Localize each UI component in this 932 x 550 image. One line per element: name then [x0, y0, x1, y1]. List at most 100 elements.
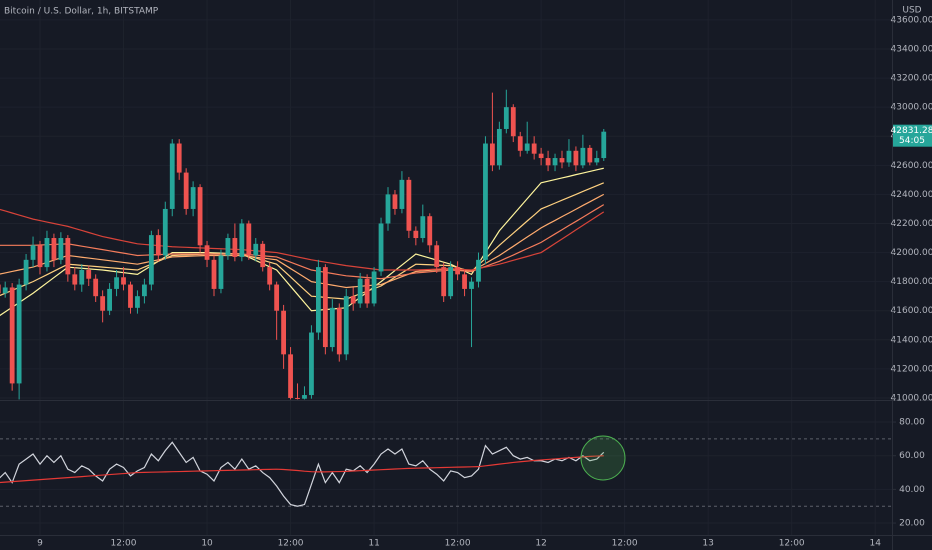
- y-tick-label: 43200.00: [891, 74, 932, 84]
- x-tick-label: 9: [37, 539, 43, 549]
- candle-body: [357, 278, 363, 304]
- candle-body: [490, 143, 495, 166]
- candle-body: [566, 150, 572, 163]
- candle-body: [121, 277, 126, 285]
- indicator-line: [0, 167, 604, 317]
- candle-body: [406, 179, 412, 231]
- candle-body: [399, 179, 405, 209]
- x-tick-label: 12:00: [445, 539, 471, 549]
- candle-body: [204, 245, 210, 260]
- x-tick-label: 12: [535, 539, 546, 549]
- candle-body: [531, 143, 537, 154]
- candle-body: [496, 128, 502, 166]
- candle-body: [93, 278, 99, 297]
- candle-body: [197, 187, 203, 246]
- y-tick-label: 43000.00: [891, 103, 932, 113]
- candle-body: [364, 278, 370, 304]
- x-tick-label: 11: [368, 539, 379, 549]
- candle-body: [30, 245, 36, 260]
- candle-body: [483, 143, 488, 260]
- x-tick-label: 14: [869, 539, 881, 549]
- candle-body: [79, 270, 85, 285]
- candle-body: [322, 267, 328, 348]
- candle-body: [183, 172, 189, 209]
- candle-body: [274, 284, 280, 311]
- candle-body: [169, 143, 175, 209]
- indicator-line: [0, 182, 604, 300]
- candle-body: [23, 259, 29, 285]
- indicator-line: [0, 204, 605, 280]
- candle-body: [176, 143, 182, 173]
- grid: [0, 0, 892, 535]
- candle-body: [371, 271, 377, 304]
- candle-body: [225, 238, 231, 256]
- candle-body: [135, 296, 140, 308]
- y-tick-label: 42400.00: [891, 190, 932, 200]
- price-unit: USD: [902, 6, 921, 16]
- y-tick-label: 40.00: [899, 485, 925, 495]
- candle-body: [107, 288, 112, 311]
- candle-body: [211, 259, 217, 289]
- candle-body: [378, 223, 384, 272]
- indicator-line: [0, 441, 605, 507]
- candle-body: [232, 238, 238, 257]
- x-tick-label: 13: [702, 539, 713, 549]
- axes: 9 12:00 10 12:00 11 12:00 12 12:00 13 12:00 14 4100…: [37, 15, 932, 549]
- candle-body: [44, 238, 50, 268]
- candle-body: [37, 245, 43, 268]
- candle-body: [343, 296, 349, 355]
- last-price-label: 42831.28: [891, 126, 932, 136]
- x-tick-label: 12:00: [111, 539, 137, 549]
- x-tick-label: 12:00: [779, 539, 805, 549]
- candle-body: [288, 354, 293, 398]
- candle-body: [503, 107, 509, 129]
- y-tick-label: 60.00: [899, 451, 925, 461]
- candle-body: [469, 281, 474, 289]
- candle-body: [538, 153, 544, 159]
- candle-body: [420, 216, 426, 239]
- chart-title: Bitcoin / U.S. Dollar, 1h, BITSTAMP: [4, 7, 159, 17]
- candle-body: [316, 267, 321, 333]
- candle-body: [100, 296, 106, 311]
- last-price-tag: [893, 124, 932, 147]
- candle-body: [16, 284, 22, 384]
- y-tick-label: 42000.00: [891, 248, 932, 258]
- candle-body: [385, 194, 391, 224]
- candle-body: [128, 284, 133, 308]
- y-tick-label: 41400.00: [891, 335, 932, 345]
- candle-body: [190, 187, 196, 209]
- candle-body: [86, 270, 92, 279]
- candle-body: [462, 274, 467, 289]
- countdown-label: 54:05: [899, 136, 925, 146]
- x-tick-label: 12:00: [612, 539, 638, 549]
- candle-body: [441, 267, 447, 297]
- candle-body: [295, 397, 300, 399]
- candle-body: [218, 255, 224, 289]
- candle-body: [9, 287, 15, 384]
- candle-body: [302, 395, 307, 399]
- candle-body: [350, 296, 356, 304]
- candle-body: [573, 150, 579, 166]
- y-tick-label: 43400.00: [891, 45, 932, 55]
- indicator-line: [0, 193, 605, 289]
- y-tick-label: 20.00: [899, 519, 925, 529]
- candle-body: [392, 194, 398, 209]
- candle-body: [65, 238, 71, 275]
- y-tick-label: 42600.00: [891, 161, 932, 171]
- candle-body: [281, 310, 286, 355]
- candle-body: [476, 259, 481, 282]
- y-tick-label: 41200.00: [891, 364, 932, 374]
- candle-body: [427, 216, 433, 246]
- x-tick-label: 10: [201, 539, 213, 549]
- y-tick-label: 41600.00: [891, 306, 932, 316]
- indicator-line: [0, 208, 605, 271]
- candle-body: [524, 143, 530, 151]
- candle-body: [51, 238, 57, 260]
- candle-body: [510, 107, 516, 137]
- candle-body: [58, 238, 64, 260]
- highlight-circle: [580, 435, 626, 481]
- y-tick-label: 41800.00: [891, 277, 932, 287]
- indicator-line: [0, 455, 604, 484]
- candle-body: [587, 147, 593, 163]
